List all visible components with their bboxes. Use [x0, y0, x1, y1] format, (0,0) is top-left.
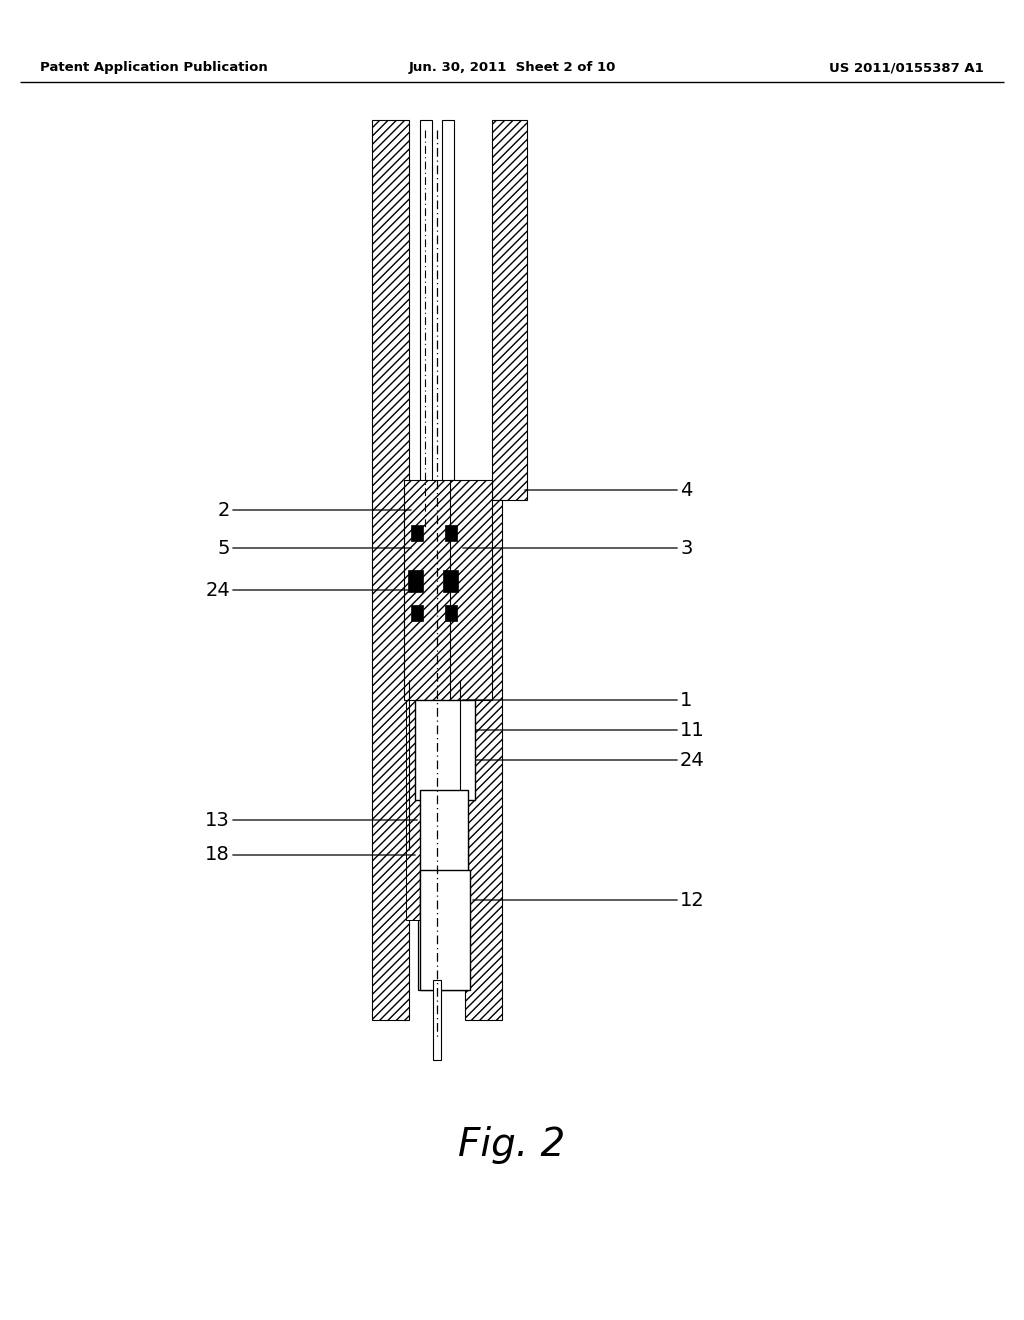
Text: Jun. 30, 2011  Sheet 2 of 10: Jun. 30, 2011 Sheet 2 of 10 [409, 62, 615, 74]
Text: 18: 18 [205, 846, 415, 865]
Text: 5: 5 [217, 539, 412, 557]
Bar [465, 500, 502, 1020]
Bar [443, 570, 458, 591]
Bar [411, 525, 423, 541]
Text: 24: 24 [205, 581, 409, 599]
Text: 1: 1 [463, 690, 692, 710]
Bar [445, 525, 457, 541]
Text: Patent Application Publication: Patent Application Publication [40, 62, 267, 74]
Bar [433, 979, 441, 1060]
Bar [372, 120, 409, 1020]
Bar [406, 700, 426, 920]
Bar [450, 480, 492, 700]
Text: 4: 4 [524, 480, 692, 499]
Bar [420, 120, 432, 820]
Bar [445, 605, 457, 620]
Bar [420, 789, 468, 920]
Bar [411, 605, 423, 620]
Text: Fig. 2: Fig. 2 [459, 1126, 565, 1164]
Bar [447, 700, 467, 920]
Text: 12: 12 [473, 891, 705, 909]
Text: 3: 3 [463, 539, 692, 557]
Text: 13: 13 [205, 810, 417, 829]
Bar [442, 120, 454, 640]
Text: 24: 24 [463, 751, 705, 770]
Bar [420, 870, 470, 990]
Text: 11: 11 [463, 721, 705, 739]
Bar [404, 480, 454, 700]
Bar [418, 830, 468, 990]
Bar [408, 570, 423, 591]
Text: US 2011/0155387 A1: US 2011/0155387 A1 [829, 62, 984, 74]
Bar [415, 700, 475, 800]
Text: 2: 2 [218, 500, 412, 520]
Bar [492, 120, 527, 500]
